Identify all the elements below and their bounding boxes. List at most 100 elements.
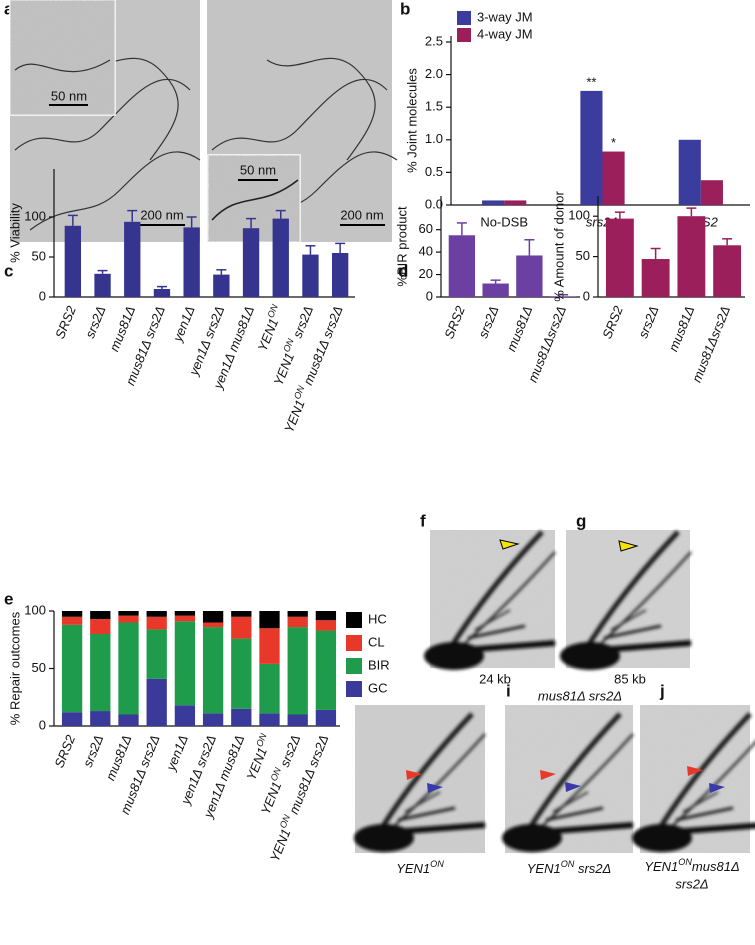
- error-bar: [335, 242, 346, 253]
- bar: [678, 139, 701, 205]
- panel-letter: i: [506, 681, 511, 700]
- bar: [94, 273, 111, 297]
- error-bar: [650, 247, 661, 260]
- legend-label: 3-way JM: [477, 9, 533, 24]
- panel-letter: d: [398, 261, 408, 280]
- scale-label: 50 nm: [240, 162, 276, 177]
- x-tick-label: mus81Δsrs2Δ: [689, 304, 733, 385]
- bar-segment: [118, 714, 139, 726]
- bar: [580, 90, 603, 205]
- bar: [124, 221, 141, 297]
- legend-swatch: [346, 612, 362, 628]
- bar-segment: [315, 630, 337, 710]
- bar-segment: [231, 611, 252, 617]
- error-bar: [156, 285, 167, 289]
- bar: [213, 274, 230, 297]
- x-tick-label: yen1Δ: [163, 733, 191, 774]
- x-tick-label: mus81Δ: [504, 304, 536, 354]
- gel-caption: mus81Δ srs2Δ: [538, 688, 622, 703]
- error-bar: [186, 216, 197, 228]
- bar-segment: [287, 616, 308, 628]
- error-bar: [686, 207, 697, 217]
- y-tick-label: 2.0: [425, 66, 443, 81]
- y-tick-label: 0: [39, 288, 46, 303]
- micrograph: [207, 0, 398, 243]
- y-tick-label: 1.5: [425, 99, 443, 114]
- bar-segment: [202, 713, 224, 726]
- micrograph: [9, 0, 201, 242]
- error-bar: [216, 269, 227, 275]
- bar-segment: [61, 611, 83, 617]
- error-bar: [558, 294, 569, 297]
- bar-segment: [315, 709, 337, 726]
- y-tick-label: 1.0: [425, 131, 443, 146]
- y-tick-label: 100: [568, 208, 590, 223]
- gel-label: 85 kb: [614, 671, 646, 686]
- x-tick-label: No-DSB: [480, 214, 528, 229]
- gel-label: 24 kb: [479, 671, 511, 686]
- bar-segment: [231, 708, 252, 726]
- bar-segment: [315, 611, 337, 621]
- panel-letter: a: [4, 0, 14, 18]
- error-bar: [67, 214, 78, 226]
- gel-caption: YEN1ONmus81Δ: [644, 857, 739, 874]
- x-tick-label: srs2Δ: [635, 304, 661, 340]
- y-axis-label: %BIR product: [394, 206, 409, 287]
- bar-segment: [90, 619, 111, 634]
- gel-caption: YEN1ON: [396, 859, 444, 876]
- scale-label: 50 nm: [51, 88, 87, 103]
- significance: **: [586, 74, 596, 89]
- legend-swatch: [346, 681, 362, 697]
- bar-segment: [202, 611, 224, 623]
- bar: [153, 289, 171, 297]
- legend-label: BIR: [368, 657, 390, 672]
- bar: [641, 259, 670, 297]
- bar-segment: [259, 663, 280, 714]
- bar-segment: [287, 627, 308, 715]
- bar-segment: [118, 615, 139, 623]
- error-bar: [97, 269, 108, 274]
- y-tick-label: 100: [24, 602, 46, 617]
- bar: [302, 254, 319, 297]
- x-tick-label: SRS2: [599, 303, 626, 341]
- bar: [516, 255, 543, 297]
- gel-caption: srs2Δ: [675, 876, 708, 891]
- y-tick-label: 50: [32, 660, 46, 675]
- x-tick-label: srs2Δ: [80, 733, 106, 769]
- bar-segment: [146, 611, 167, 617]
- bar-segment: [61, 616, 83, 625]
- bar: [242, 228, 260, 297]
- x-tick-label: SRS2: [52, 303, 79, 341]
- y-tick-label: 0: [426, 288, 433, 303]
- bar-segment: [259, 713, 280, 726]
- y-tick-label: 100: [24, 208, 46, 223]
- bar-segment: [118, 622, 139, 715]
- legend-label: GC: [368, 680, 388, 695]
- y-tick-label: 2.5: [425, 33, 443, 48]
- bar-segment: [90, 634, 111, 712]
- gel-image: [560, 530, 691, 670]
- error-bar: [614, 211, 625, 219]
- gel-image: [354, 705, 485, 853]
- bar-segment: [174, 615, 196, 622]
- bar-segment: [61, 712, 83, 726]
- legend-swatch: [346, 635, 362, 651]
- y-tick-label: 20: [419, 266, 433, 281]
- panel-letter: e: [4, 589, 13, 608]
- bar-segment: [118, 611, 139, 616]
- y-tick-label: 0.5: [425, 164, 443, 179]
- bar-segment: [287, 611, 308, 617]
- bar-segment: [90, 611, 111, 620]
- gel-image: [424, 530, 555, 670]
- y-axis-label: % Joint molecules: [404, 68, 419, 173]
- panel-letter: j: [659, 681, 665, 700]
- bar: [549, 296, 577, 297]
- y-tick-label: 0: [583, 288, 590, 303]
- bar: [482, 200, 505, 205]
- bar: [183, 227, 200, 297]
- panel-letter: c: [4, 261, 13, 280]
- x-tick-label: mus81Δ: [106, 304, 138, 354]
- bar: [448, 235, 476, 297]
- y-axis-label: % Viability: [7, 203, 22, 263]
